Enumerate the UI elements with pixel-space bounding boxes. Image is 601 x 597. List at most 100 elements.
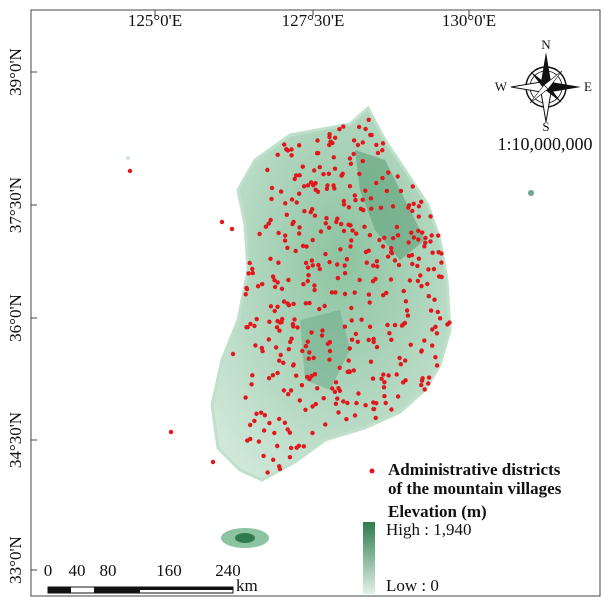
village-point xyxy=(257,232,261,236)
island xyxy=(126,156,130,160)
village-point xyxy=(128,169,132,173)
village-point xyxy=(389,246,393,250)
village-point xyxy=(380,176,384,180)
village-point xyxy=(327,226,331,230)
compass-w: W xyxy=(495,79,508,94)
village-point xyxy=(391,236,395,240)
village-point xyxy=(277,359,281,363)
village-point xyxy=(437,274,441,278)
village-point xyxy=(265,168,269,172)
village-point xyxy=(401,380,405,384)
village-point xyxy=(382,385,386,389)
village-point xyxy=(374,143,378,147)
village-point xyxy=(327,132,331,136)
village-point xyxy=(409,343,413,347)
village-point xyxy=(425,282,429,286)
village-point xyxy=(357,278,361,282)
scale-ratio: 1:10,000,000 xyxy=(497,134,592,154)
village-point xyxy=(332,155,336,159)
village-point xyxy=(271,458,275,462)
village-point xyxy=(334,402,338,406)
village-point xyxy=(286,301,290,305)
village-point xyxy=(350,338,354,342)
village-point xyxy=(260,282,264,286)
village-point xyxy=(349,306,353,310)
village-point xyxy=(373,277,377,281)
village-point xyxy=(323,252,327,256)
village-point xyxy=(306,273,310,277)
village-point xyxy=(347,358,351,362)
village-point xyxy=(420,230,424,234)
village-point xyxy=(312,288,316,292)
village-point xyxy=(381,141,385,145)
compass-n: N xyxy=(541,37,551,52)
village-point xyxy=(291,302,295,306)
village-point xyxy=(309,330,313,334)
village-point xyxy=(336,276,340,280)
village-point xyxy=(343,271,347,275)
village-point xyxy=(352,152,356,156)
village-point xyxy=(384,291,388,295)
village-point xyxy=(335,396,339,400)
village-point xyxy=(328,349,332,353)
village-point xyxy=(375,345,379,349)
village-point xyxy=(405,308,409,312)
village-point xyxy=(422,338,426,342)
village-point xyxy=(354,401,358,405)
village-point xyxy=(372,407,376,411)
village-point xyxy=(357,125,361,129)
village-point xyxy=(348,184,352,188)
village-point xyxy=(318,267,322,271)
village-point xyxy=(371,400,375,404)
village-point xyxy=(361,198,365,202)
village-point xyxy=(302,444,306,448)
village-point xyxy=(319,229,323,233)
village-point xyxy=(311,238,315,242)
village-point xyxy=(279,189,283,193)
compass-rose xyxy=(511,52,581,122)
village-point xyxy=(371,376,375,380)
village-point xyxy=(334,380,338,384)
village-point xyxy=(375,259,379,263)
village-point xyxy=(302,184,306,188)
legend-low: Low : 0 xyxy=(386,576,439,595)
village-point xyxy=(361,159,365,163)
village-point xyxy=(309,210,313,214)
village-point xyxy=(389,338,393,342)
village-point xyxy=(389,277,393,281)
village-point xyxy=(264,225,268,229)
village-point xyxy=(290,197,294,201)
village-point xyxy=(283,201,287,205)
island xyxy=(528,190,534,196)
village-point xyxy=(339,222,343,226)
village-point xyxy=(273,309,277,313)
village-point xyxy=(427,375,431,379)
village-point xyxy=(259,411,263,415)
y-label: 37°30'N xyxy=(6,177,25,233)
village-point xyxy=(286,427,290,431)
village-point xyxy=(403,321,407,325)
village-point xyxy=(327,143,331,147)
village-point xyxy=(322,396,326,400)
village-point xyxy=(269,197,273,201)
village-point xyxy=(268,257,272,261)
village-point xyxy=(253,343,257,347)
village-point xyxy=(313,214,317,218)
village-point xyxy=(280,287,284,291)
village-point xyxy=(363,403,367,407)
village-point xyxy=(341,172,345,176)
village-point xyxy=(272,278,276,282)
village-point xyxy=(345,401,349,405)
village-point xyxy=(325,183,329,187)
village-point xyxy=(353,290,357,294)
village-point xyxy=(307,350,311,354)
village-point xyxy=(411,184,415,188)
compass-s: S xyxy=(542,119,549,134)
village-point xyxy=(282,299,286,303)
village-point xyxy=(305,375,309,379)
village-point xyxy=(294,173,298,177)
village-point xyxy=(283,421,287,425)
village-point xyxy=(350,228,354,232)
village-point xyxy=(278,320,282,324)
village-point xyxy=(346,370,350,374)
